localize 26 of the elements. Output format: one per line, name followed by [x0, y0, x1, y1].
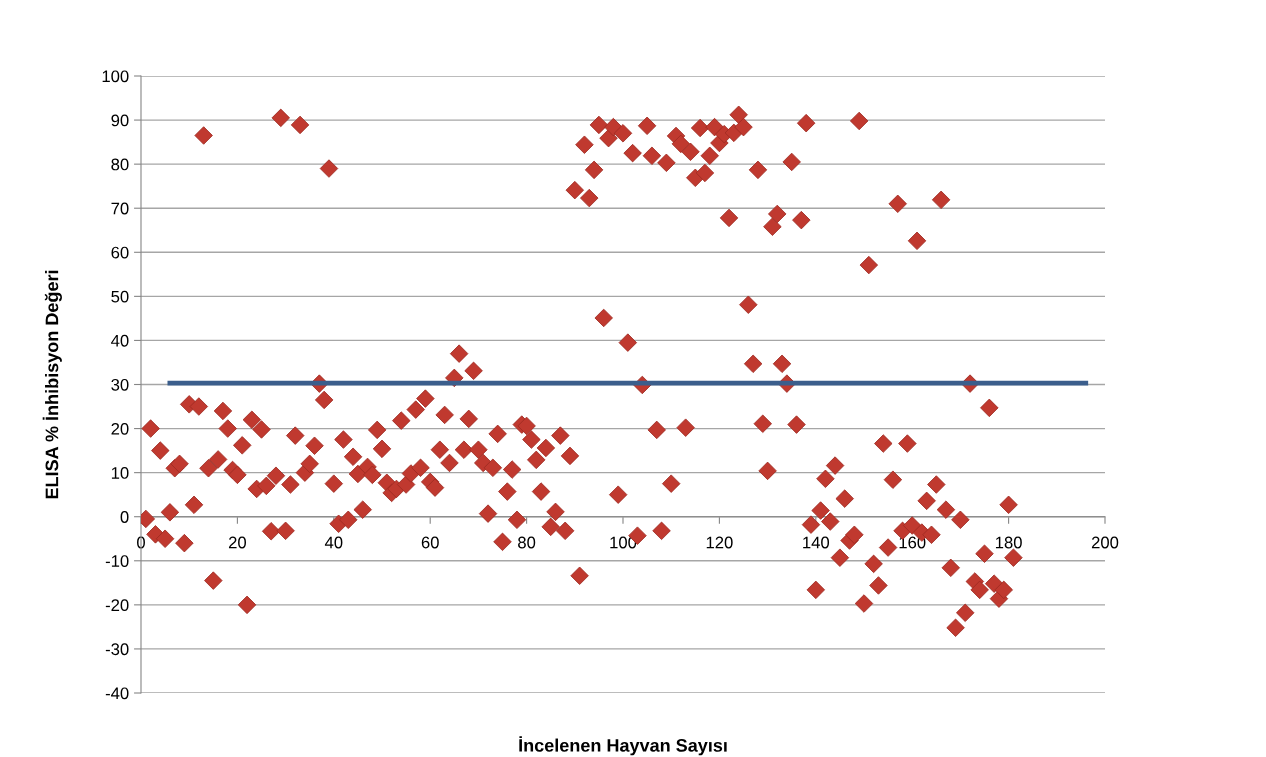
x-tick-label: 80	[518, 536, 536, 549]
x-axis-title: İncelenen Hayvan Sayısı	[519, 736, 727, 756]
y-tick-label: 90	[111, 114, 129, 127]
y-tick-label: -20	[105, 599, 129, 612]
x-tick-label: 20	[228, 536, 247, 549]
y-tick-label: 60	[111, 246, 129, 259]
x-tick-label: 60	[421, 536, 439, 549]
y-tick-label: 0	[120, 511, 129, 523]
y-tick-label: -30	[105, 643, 129, 656]
y-tick-label: -40	[105, 687, 129, 700]
y-tick-label: 10	[111, 467, 129, 479]
y-tick-label: 30	[111, 378, 129, 391]
y-tick-label: 50	[111, 290, 129, 303]
y-tick-label: 70	[111, 202, 129, 215]
y-tick-label: 20	[111, 422, 129, 435]
y-tick-label: 80	[111, 158, 129, 171]
x-tick-label: 140	[803, 536, 830, 549]
y-tick-label: -10	[105, 555, 129, 567]
y-tick-label: 100	[102, 70, 129, 83]
x-tick-label: 180	[995, 536, 1022, 549]
x-tick-label: 0	[137, 536, 145, 549]
x-tick-label: 40	[324, 536, 343, 549]
x-tick-label: 120	[706, 536, 733, 549]
y-axis-title: ELISA % İnhibisyon Değeri	[42, 270, 62, 499]
y-tick-label: 40	[111, 334, 129, 347]
x-tick-label: 200	[1091, 536, 1119, 549]
